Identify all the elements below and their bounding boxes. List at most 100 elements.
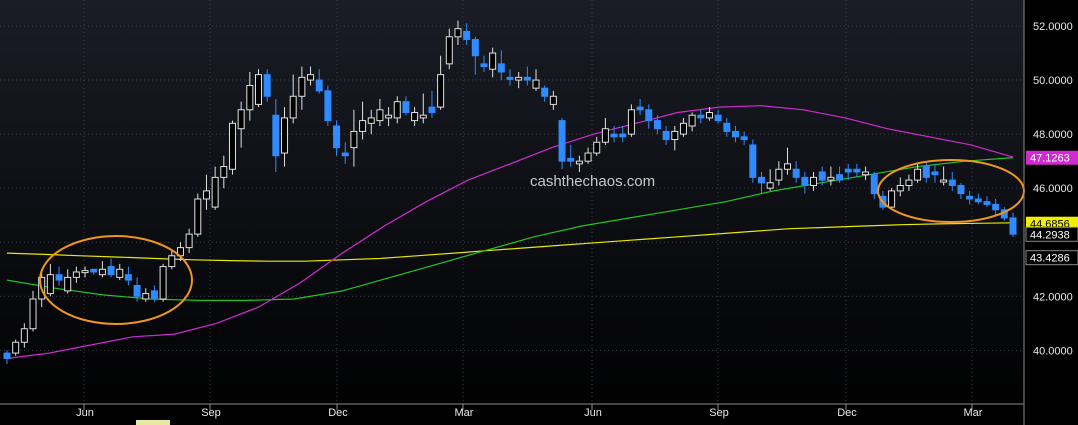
candle-body	[393, 101, 401, 119]
candle-body	[46, 274, 54, 295]
price-tag	[1025, 250, 1078, 266]
annotation-ellipse-left	[39, 235, 193, 325]
candle-body	[515, 76, 523, 81]
candle-body	[29, 298, 37, 330]
grid	[0, 0, 1024, 404]
watermark: cashthechaos.com	[530, 173, 655, 190]
candle-body	[419, 114, 427, 119]
bottom-marker	[136, 420, 170, 425]
candle-body	[740, 136, 748, 141]
candle-body	[610, 133, 618, 138]
candle-body	[844, 168, 852, 173]
y-tick-label: 48.0000	[1033, 129, 1073, 141]
candle-body	[228, 122, 236, 170]
candle-body	[211, 176, 219, 208]
candle-body	[202, 190, 210, 200]
y-axis: 52.0000 50.0000 48.0000 46.0000 42.0000 40.00…	[1023, 0, 1073, 425]
candle-body	[480, 63, 488, 68]
candle-body	[194, 198, 202, 235]
candle-body	[55, 274, 63, 281]
candle-body	[220, 166, 228, 178]
candle-body	[376, 109, 384, 122]
candle-body	[116, 268, 124, 278]
candle-body	[532, 79, 540, 89]
candle-body	[784, 163, 792, 170]
candle-body	[974, 198, 982, 203]
plot-background	[0, 0, 1024, 425]
x-tick-label: Mar	[964, 407, 983, 419]
candle-body	[705, 111, 713, 119]
x-tick-label: Dec	[837, 407, 857, 419]
candle-body	[619, 133, 627, 138]
candle-body	[931, 171, 939, 176]
candle-body	[159, 266, 167, 300]
candle-body	[679, 122, 687, 135]
candle-body	[385, 114, 393, 119]
candle-body	[255, 74, 262, 105]
candle-body	[107, 266, 115, 276]
candle-body	[541, 87, 549, 97]
candle-body	[836, 174, 844, 181]
candle-body	[853, 168, 861, 173]
candle-body	[489, 52, 497, 70]
candle-body	[948, 179, 956, 186]
candle-body	[723, 122, 731, 132]
candle-body	[601, 128, 609, 143]
candle-body	[298, 76, 306, 97]
candle-body	[697, 114, 705, 119]
candle-body	[653, 120, 661, 130]
candle-body	[888, 190, 896, 208]
y-tick-label: 40.0000	[1033, 345, 1073, 357]
candle-body	[992, 203, 1000, 211]
candle-body	[914, 168, 922, 181]
x-tick-label: Sep	[201, 407, 221, 419]
candle-body	[1009, 217, 1017, 235]
candle-body	[272, 114, 280, 157]
candle-body	[662, 130, 670, 141]
candle-body	[940, 179, 948, 183]
axis-background	[1024, 0, 1078, 425]
candle-body	[411, 111, 419, 122]
candle-body	[870, 174, 878, 195]
price-tag	[1025, 226, 1078, 242]
x-axis: Jun Sep Dec Mar Jun Sep Dec Mar	[0, 403, 1024, 419]
x-tick-label: Jun	[76, 407, 94, 419]
candle-body	[758, 176, 765, 184]
candle-body	[3, 352, 11, 359]
candle-body	[497, 63, 505, 73]
candle-body	[367, 117, 375, 124]
y-tick-label: 42.0000	[1033, 291, 1073, 303]
candle-body	[558, 120, 566, 162]
candle-body	[341, 152, 349, 157]
candle-body	[124, 274, 132, 281]
candle-body	[263, 74, 271, 97]
x-tick-label: Jun	[584, 407, 602, 419]
candle-body	[523, 76, 531, 81]
candle-body	[359, 120, 367, 132]
candle-body	[150, 290, 158, 300]
candle-body	[714, 114, 722, 122]
candle-body	[749, 144, 757, 178]
x-tick-label: Sep	[709, 407, 729, 419]
candle-body	[896, 184, 904, 192]
candle-body	[20, 328, 28, 343]
candle-body	[766, 182, 774, 189]
candle-body	[810, 176, 818, 186]
candle-body	[671, 130, 679, 141]
x-tick-label: Mar	[455, 407, 474, 419]
candle-body	[862, 171, 870, 176]
candle-body	[185, 233, 193, 249]
candle-body	[98, 268, 106, 276]
candle-body	[428, 106, 436, 113]
y-tick-label: 46.0000	[1033, 183, 1073, 195]
candle-body	[281, 117, 289, 154]
candle-body	[905, 179, 913, 186]
candle-body	[315, 79, 323, 92]
candles	[3, 20, 1017, 364]
candle-body	[575, 160, 583, 165]
candle-body	[142, 293, 150, 300]
candle-body	[81, 270, 89, 274]
candle-body	[324, 90, 332, 122]
candle-body	[584, 152, 592, 162]
